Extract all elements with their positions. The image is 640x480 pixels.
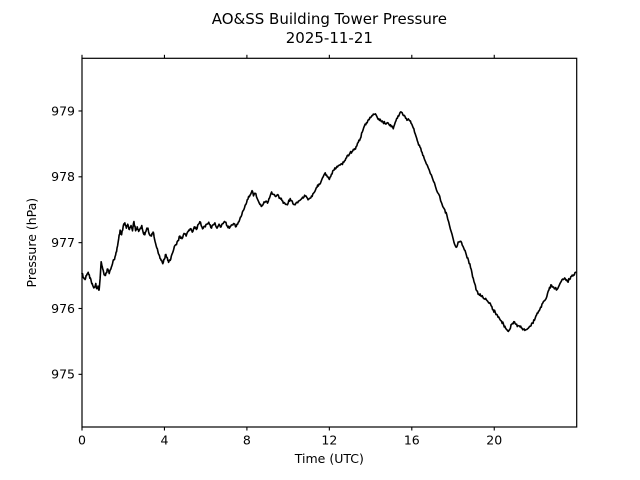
- y-tick-label: 979: [51, 103, 75, 118]
- x-tick-label: 16: [404, 433, 420, 448]
- x-tick-label: 8: [243, 433, 251, 448]
- x-tick-label: 12: [321, 433, 337, 448]
- data-trace-group: [81, 111, 577, 333]
- pressure-trace: [81, 111, 577, 333]
- y-tick-label: 977: [51, 235, 75, 250]
- y-tick-label: 976: [51, 301, 75, 316]
- x-tick-label: 0: [78, 433, 86, 448]
- chart-title: AO&SS Building Tower Pressure: [212, 10, 447, 28]
- y-axis-label: Pressure (hPa): [24, 198, 39, 288]
- axis-ticks: 0 4 8 12 16 20 975 976 977 978 979: [51, 54, 502, 448]
- x-axis-label: Time (UTC): [294, 451, 364, 466]
- x-tick-label: 20: [486, 433, 502, 448]
- y-tick-label: 975: [51, 367, 75, 382]
- x-tick-label: 4: [160, 433, 168, 448]
- chart-subtitle: 2025-11-21: [286, 29, 373, 47]
- y-tick-label: 978: [51, 169, 75, 184]
